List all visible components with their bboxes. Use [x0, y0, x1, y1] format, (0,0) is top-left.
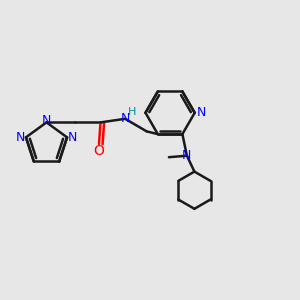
Text: N: N: [182, 149, 192, 162]
Text: N: N: [42, 114, 51, 128]
Text: N: N: [68, 131, 77, 144]
Text: N: N: [16, 131, 25, 144]
Text: N: N: [196, 106, 206, 119]
Text: N: N: [120, 112, 130, 125]
Text: H: H: [128, 107, 136, 117]
Text: O: O: [94, 144, 104, 158]
